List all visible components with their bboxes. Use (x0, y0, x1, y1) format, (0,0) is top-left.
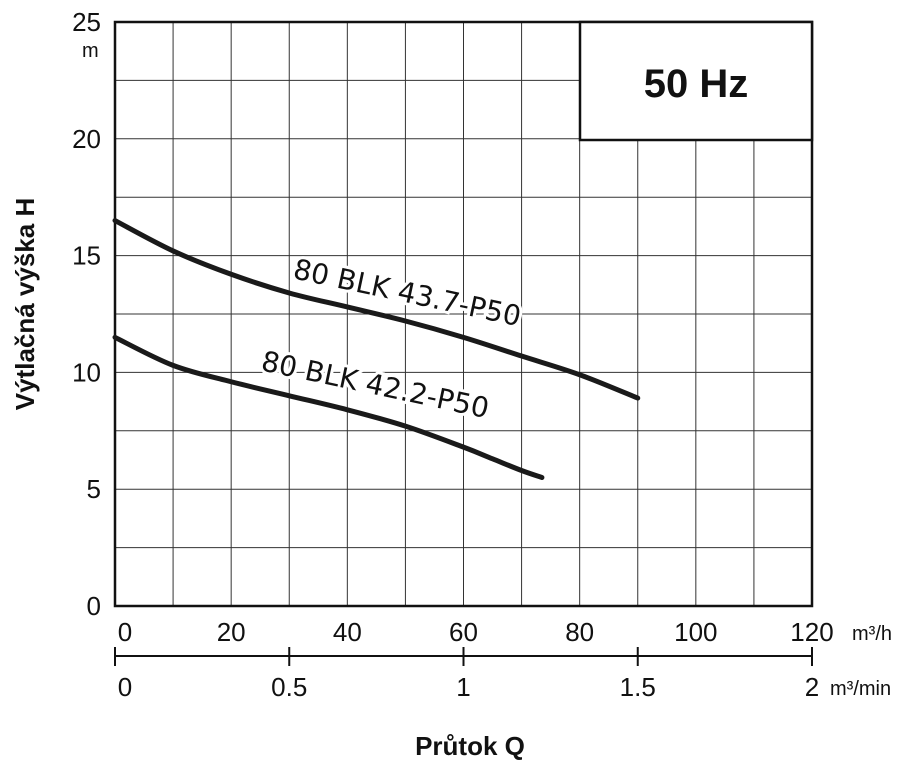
y-tick-labels: 0 5 10 15 20 25 (72, 7, 101, 621)
x-tick-label-primary: 0 (118, 617, 132, 647)
x-tick-label-primary: 40 (333, 617, 362, 647)
x-tick-label-secondary: 2 (805, 672, 819, 702)
y-tick-label: 5 (87, 474, 101, 504)
x-tick-label-primary: 60 (449, 617, 478, 647)
frequency-box: 50 Hz (578, 20, 814, 142)
curves (112, 218, 641, 481)
y-unit-label: m (82, 40, 99, 62)
y-tick-label: 10 (72, 357, 101, 387)
x-unit-secondary: m³/min (830, 678, 891, 700)
x-tick-label-primary: 120 (790, 617, 833, 647)
x-tick-label-primary: 20 (217, 617, 246, 647)
x-axis-title: Průtok Q (415, 731, 525, 761)
y-tick-label: 25 (72, 7, 101, 37)
x-tick-label-primary: 100 (674, 617, 717, 647)
series-line-0 (112, 218, 641, 401)
series-line-1 (112, 334, 545, 481)
y-axis-title: Výtlačná výška H (10, 198, 40, 410)
plot-border (113, 20, 814, 608)
x-tick-label-secondary: 1.5 (620, 672, 656, 702)
y-tick-label: 20 (72, 124, 101, 154)
x-unit-primary: m³/h (852, 623, 892, 645)
chart-title: 50 Hz (644, 62, 749, 106)
y-tick-label: 15 (72, 241, 101, 271)
frequency-box-frame (578, 20, 814, 142)
y-tick-label: 0 (87, 591, 101, 621)
x-tick-labels-primary: 0 20 40 60 80 100 120 (118, 617, 834, 647)
x-tick-label-secondary: 0 (118, 672, 132, 702)
x-tick-label-secondary: 1 (456, 672, 470, 702)
series-label-1: 80 BLK 42.2-P50 (259, 345, 492, 425)
x-tick-label-secondary: 0.5 (271, 672, 307, 702)
x-tick-labels-secondary: 0 0.5 1 1.5 2 (114, 647, 819, 702)
x-tick-label-primary: 80 (565, 617, 594, 647)
